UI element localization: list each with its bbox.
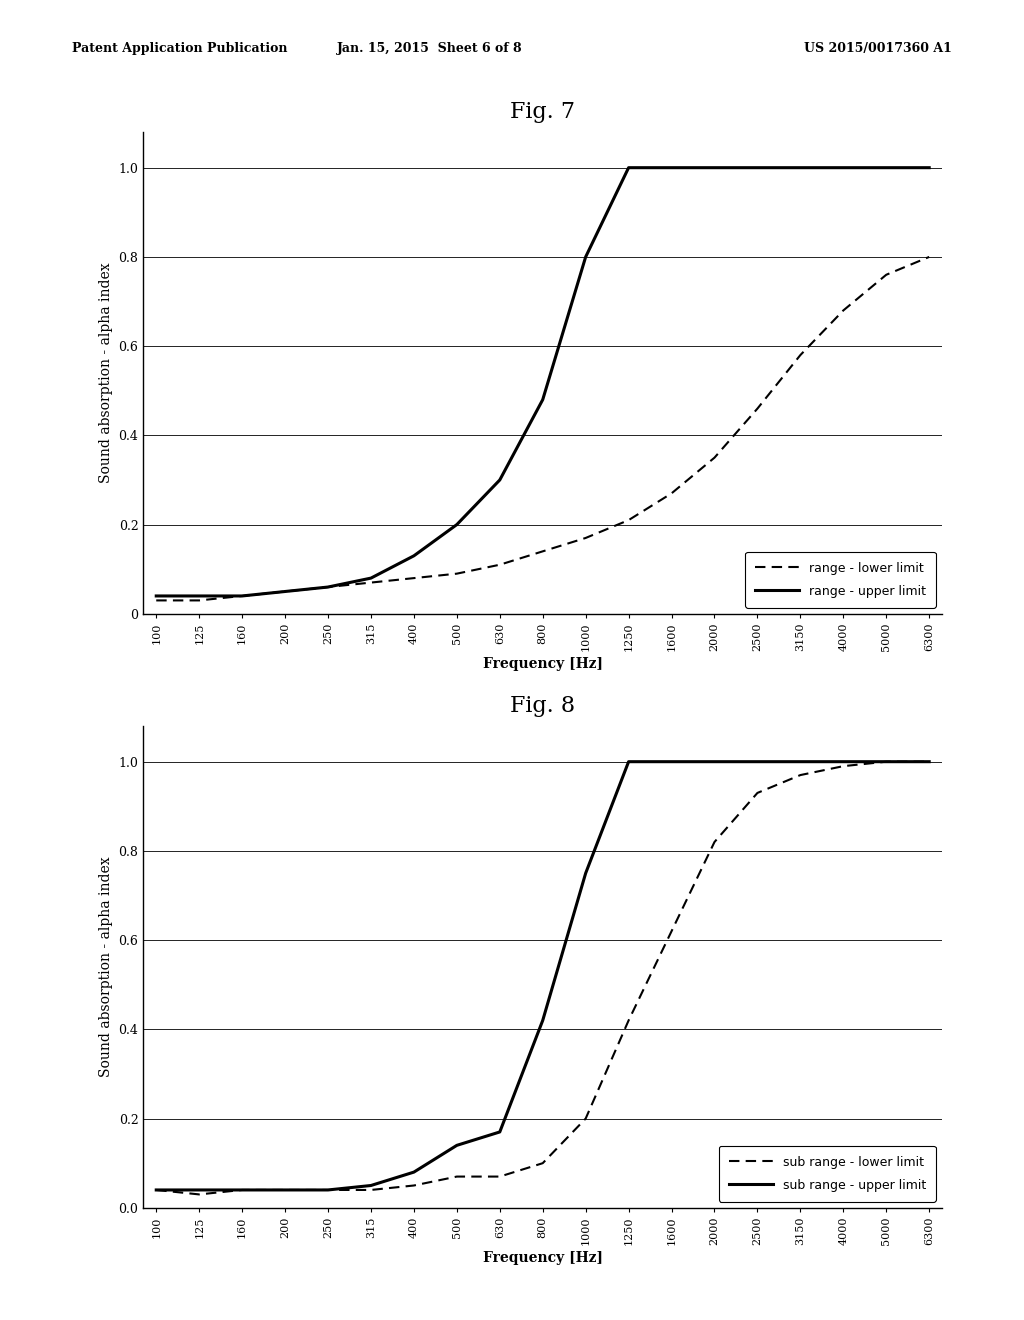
range - lower limit	[880, 267, 892, 282]
sub range - upper limit	[236, 1181, 248, 1197]
range - upper limit	[752, 160, 764, 176]
sub range - upper limit	[151, 1181, 163, 1197]
range - upper limit	[709, 160, 721, 176]
range - upper limit	[923, 160, 935, 176]
range - upper limit	[623, 160, 635, 176]
range - lower limit	[194, 593, 206, 609]
sub range - upper limit	[666, 754, 678, 770]
sub range - upper limit	[365, 1177, 377, 1193]
sub range - upper limit	[923, 754, 935, 770]
sub range - lower limit	[752, 785, 764, 801]
Line: range - upper limit: range - upper limit	[157, 168, 929, 595]
sub range - lower limit	[408, 1177, 420, 1193]
sub range - upper limit	[494, 1125, 506, 1140]
sub range - lower limit	[666, 923, 678, 939]
sub range - lower limit	[279, 1181, 291, 1197]
Title: Fig. 7: Fig. 7	[510, 102, 575, 123]
Title: Fig. 8: Fig. 8	[510, 696, 575, 717]
range - upper limit	[408, 548, 420, 564]
range - lower limit	[408, 570, 420, 586]
sub range - lower limit	[795, 767, 807, 783]
Line: sub range - lower limit: sub range - lower limit	[157, 762, 929, 1195]
range - lower limit	[752, 401, 764, 417]
Line: range - lower limit: range - lower limit	[157, 257, 929, 601]
sub range - upper limit	[408, 1164, 420, 1180]
sub range - upper limit	[322, 1181, 334, 1197]
X-axis label: Frequency [Hz]: Frequency [Hz]	[482, 657, 603, 671]
range - upper limit	[795, 160, 807, 176]
sub range - upper limit	[838, 754, 850, 770]
Text: Jan. 15, 2015  Sheet 6 of 8: Jan. 15, 2015 Sheet 6 of 8	[337, 42, 523, 55]
sub range - lower limit	[537, 1155, 549, 1171]
range - upper limit	[494, 473, 506, 488]
Legend: sub range - lower limit, sub range - upper limit: sub range - lower limit, sub range - upp…	[719, 1146, 936, 1201]
sub range - upper limit	[795, 754, 807, 770]
Line: sub range - upper limit: sub range - upper limit	[157, 762, 929, 1189]
sub range - upper limit	[537, 1012, 549, 1028]
range - lower limit	[666, 486, 678, 502]
sub range - lower limit	[322, 1181, 334, 1197]
range - lower limit	[236, 587, 248, 603]
range - lower limit	[838, 302, 850, 318]
range - lower limit	[623, 512, 635, 528]
range - lower limit	[537, 544, 549, 560]
sub range - upper limit	[709, 754, 721, 770]
range - upper limit	[236, 587, 248, 603]
Text: US 2015/0017360 A1: US 2015/0017360 A1	[805, 42, 952, 55]
Text: Patent Application Publication: Patent Application Publication	[72, 42, 287, 55]
Legend: range - lower limit, range - upper limit: range - lower limit, range - upper limit	[745, 552, 936, 607]
sub range - lower limit	[623, 1012, 635, 1028]
sub range - lower limit	[580, 1110, 592, 1126]
range - upper limit	[838, 160, 850, 176]
range - upper limit	[451, 516, 463, 532]
sub range - lower limit	[923, 754, 935, 770]
range - upper limit	[365, 570, 377, 586]
X-axis label: Frequency [Hz]: Frequency [Hz]	[482, 1251, 603, 1265]
range - upper limit	[666, 160, 678, 176]
sub range - lower limit	[838, 758, 850, 774]
range - upper limit	[151, 587, 163, 603]
sub range - upper limit	[752, 754, 764, 770]
range - upper limit	[880, 160, 892, 176]
sub range - upper limit	[623, 754, 635, 770]
sub range - lower limit	[451, 1168, 463, 1184]
Y-axis label: Sound absorption - alpha index: Sound absorption - alpha index	[99, 263, 113, 483]
range - upper limit	[580, 249, 592, 265]
Y-axis label: Sound absorption - alpha index: Sound absorption - alpha index	[99, 857, 113, 1077]
range - lower limit	[580, 531, 592, 546]
sub range - lower limit	[880, 754, 892, 770]
sub range - lower limit	[365, 1181, 377, 1197]
range - lower limit	[923, 249, 935, 265]
range - lower limit	[322, 579, 334, 595]
sub range - lower limit	[236, 1181, 248, 1197]
range - lower limit	[709, 450, 721, 466]
range - lower limit	[494, 557, 506, 573]
sub range - lower limit	[194, 1187, 206, 1203]
sub range - upper limit	[451, 1138, 463, 1154]
sub range - upper limit	[580, 866, 592, 882]
range - upper limit	[194, 587, 206, 603]
range - lower limit	[451, 566, 463, 582]
range - lower limit	[365, 574, 377, 590]
range - upper limit	[322, 579, 334, 595]
range - upper limit	[537, 392, 549, 408]
sub range - lower limit	[151, 1181, 163, 1197]
sub range - upper limit	[880, 754, 892, 770]
sub range - upper limit	[194, 1181, 206, 1197]
sub range - lower limit	[494, 1168, 506, 1184]
range - lower limit	[795, 347, 807, 363]
sub range - lower limit	[709, 834, 721, 850]
range - lower limit	[279, 583, 291, 599]
range - upper limit	[279, 583, 291, 599]
range - lower limit	[151, 593, 163, 609]
sub range - upper limit	[279, 1181, 291, 1197]
